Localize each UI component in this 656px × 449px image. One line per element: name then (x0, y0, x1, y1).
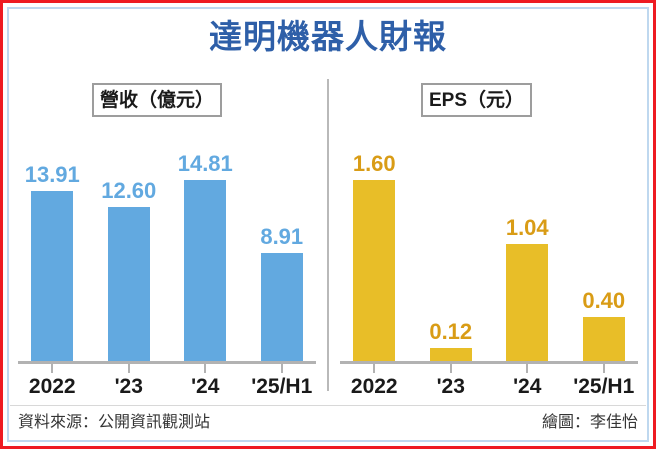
revenue-bar-value-label: 12.60 (101, 178, 157, 204)
revenue-bar-slot: 13.91 (14, 130, 91, 362)
revenue-xaxis-label: '24 (191, 375, 220, 398)
revenue-tick-slot (91, 364, 168, 373)
revenue-bar-value-label: 14.81 (177, 151, 233, 176)
revenue-bar-slot: 12.60 (91, 130, 168, 362)
eps-chart-panel: 1.60 0.12 1.04 0.40 2022 '23 '24 '25/H1 (336, 130, 642, 398)
revenue-tick-mark (51, 364, 54, 373)
revenue-tick-mark (127, 364, 130, 373)
eps-xaxis-label: '25/H1 (573, 375, 635, 398)
eps-xaxis-label: '24 (513, 375, 542, 398)
revenue-bar-value-label: 13.91 (24, 162, 80, 188)
revenue-bar-group: 13.91 12.60 14.81 8.91 (14, 130, 320, 362)
revenue-xaxis-label: '23 (114, 375, 143, 398)
eps-tick-slot (413, 364, 490, 373)
footer-divider (10, 405, 646, 406)
eps-bar-value-label: 1.60 (352, 151, 396, 176)
eps-bar-value-label: 0.40 (582, 287, 626, 313)
revenue-tick-slot (14, 364, 91, 373)
revenue-xaxis-labels: 2022 '23 '24 '25/H1 (14, 374, 320, 404)
page-title: 達明機器人財報 (209, 18, 447, 55)
eps-tick-mark (526, 364, 529, 373)
revenue-axis-line (18, 361, 316, 364)
eps-xaxis-label: 2022 (350, 375, 398, 398)
revenue-bar-slot: 8.91 (244, 130, 321, 362)
eps-tick-mark (373, 364, 376, 373)
eps-section-caption: EPS（元） (421, 83, 533, 117)
eps-tick-slot (489, 364, 566, 373)
eps-tick-group (336, 364, 642, 373)
revenue-bar (31, 191, 74, 362)
eps-bar (353, 180, 396, 362)
eps-tick-mark (602, 364, 605, 373)
revenue-bar (107, 207, 150, 362)
eps-bar-slot: 0.12 (413, 130, 490, 362)
revenue-chart-panel: 13.91 12.60 14.81 8.91 2022 '23 '24 '25/H1 (14, 130, 320, 398)
revenue-tick-slot (244, 364, 321, 373)
eps-bar-value-label: 1.04 (505, 214, 549, 240)
eps-axis-line (340, 361, 638, 364)
eps-bar-group: 1.60 0.12 1.04 0.40 (336, 130, 642, 362)
revenue-bar-slot: 14.81 (167, 130, 244, 362)
eps-bar (429, 348, 472, 362)
eps-bar-slot: 1.04 (489, 130, 566, 362)
panel-divider (327, 79, 329, 391)
revenue-tick-mark (204, 364, 207, 373)
revenue-tick-slot (167, 364, 244, 373)
revenue-bar (260, 252, 303, 362)
revenue-section-caption: 營收（億元） (92, 83, 223, 117)
eps-xaxis-labels: 2022 '23 '24 '25/H1 (336, 374, 642, 404)
credit-note: 繪圖：李佳怡 (541, 414, 638, 431)
revenue-plot-area: 13.91 12.60 14.81 8.91 (14, 130, 320, 364)
eps-bar-value-label: 0.12 (429, 319, 473, 345)
source-note: 資料來源：公開資訊觀測站 (18, 414, 211, 431)
eps-tick-slot (566, 364, 643, 373)
eps-tick-mark (449, 364, 452, 373)
eps-plot-area: 1.60 0.12 1.04 0.40 (336, 130, 642, 364)
revenue-tick-mark (280, 364, 283, 373)
eps-bar-slot: 0.40 (566, 130, 643, 362)
eps-bar (582, 316, 625, 362)
eps-tick-slot (336, 364, 413, 373)
revenue-xaxis-label: '25/H1 (251, 375, 313, 398)
revenue-xaxis-label: 2022 (28, 375, 76, 398)
eps-bar-slot: 1.60 (336, 130, 413, 362)
eps-bar (506, 243, 549, 362)
revenue-tick-group (14, 364, 320, 373)
eps-xaxis-label: '23 (436, 375, 465, 398)
revenue-bar-value-label: 8.91 (260, 223, 304, 249)
revenue-bar (184, 180, 227, 362)
